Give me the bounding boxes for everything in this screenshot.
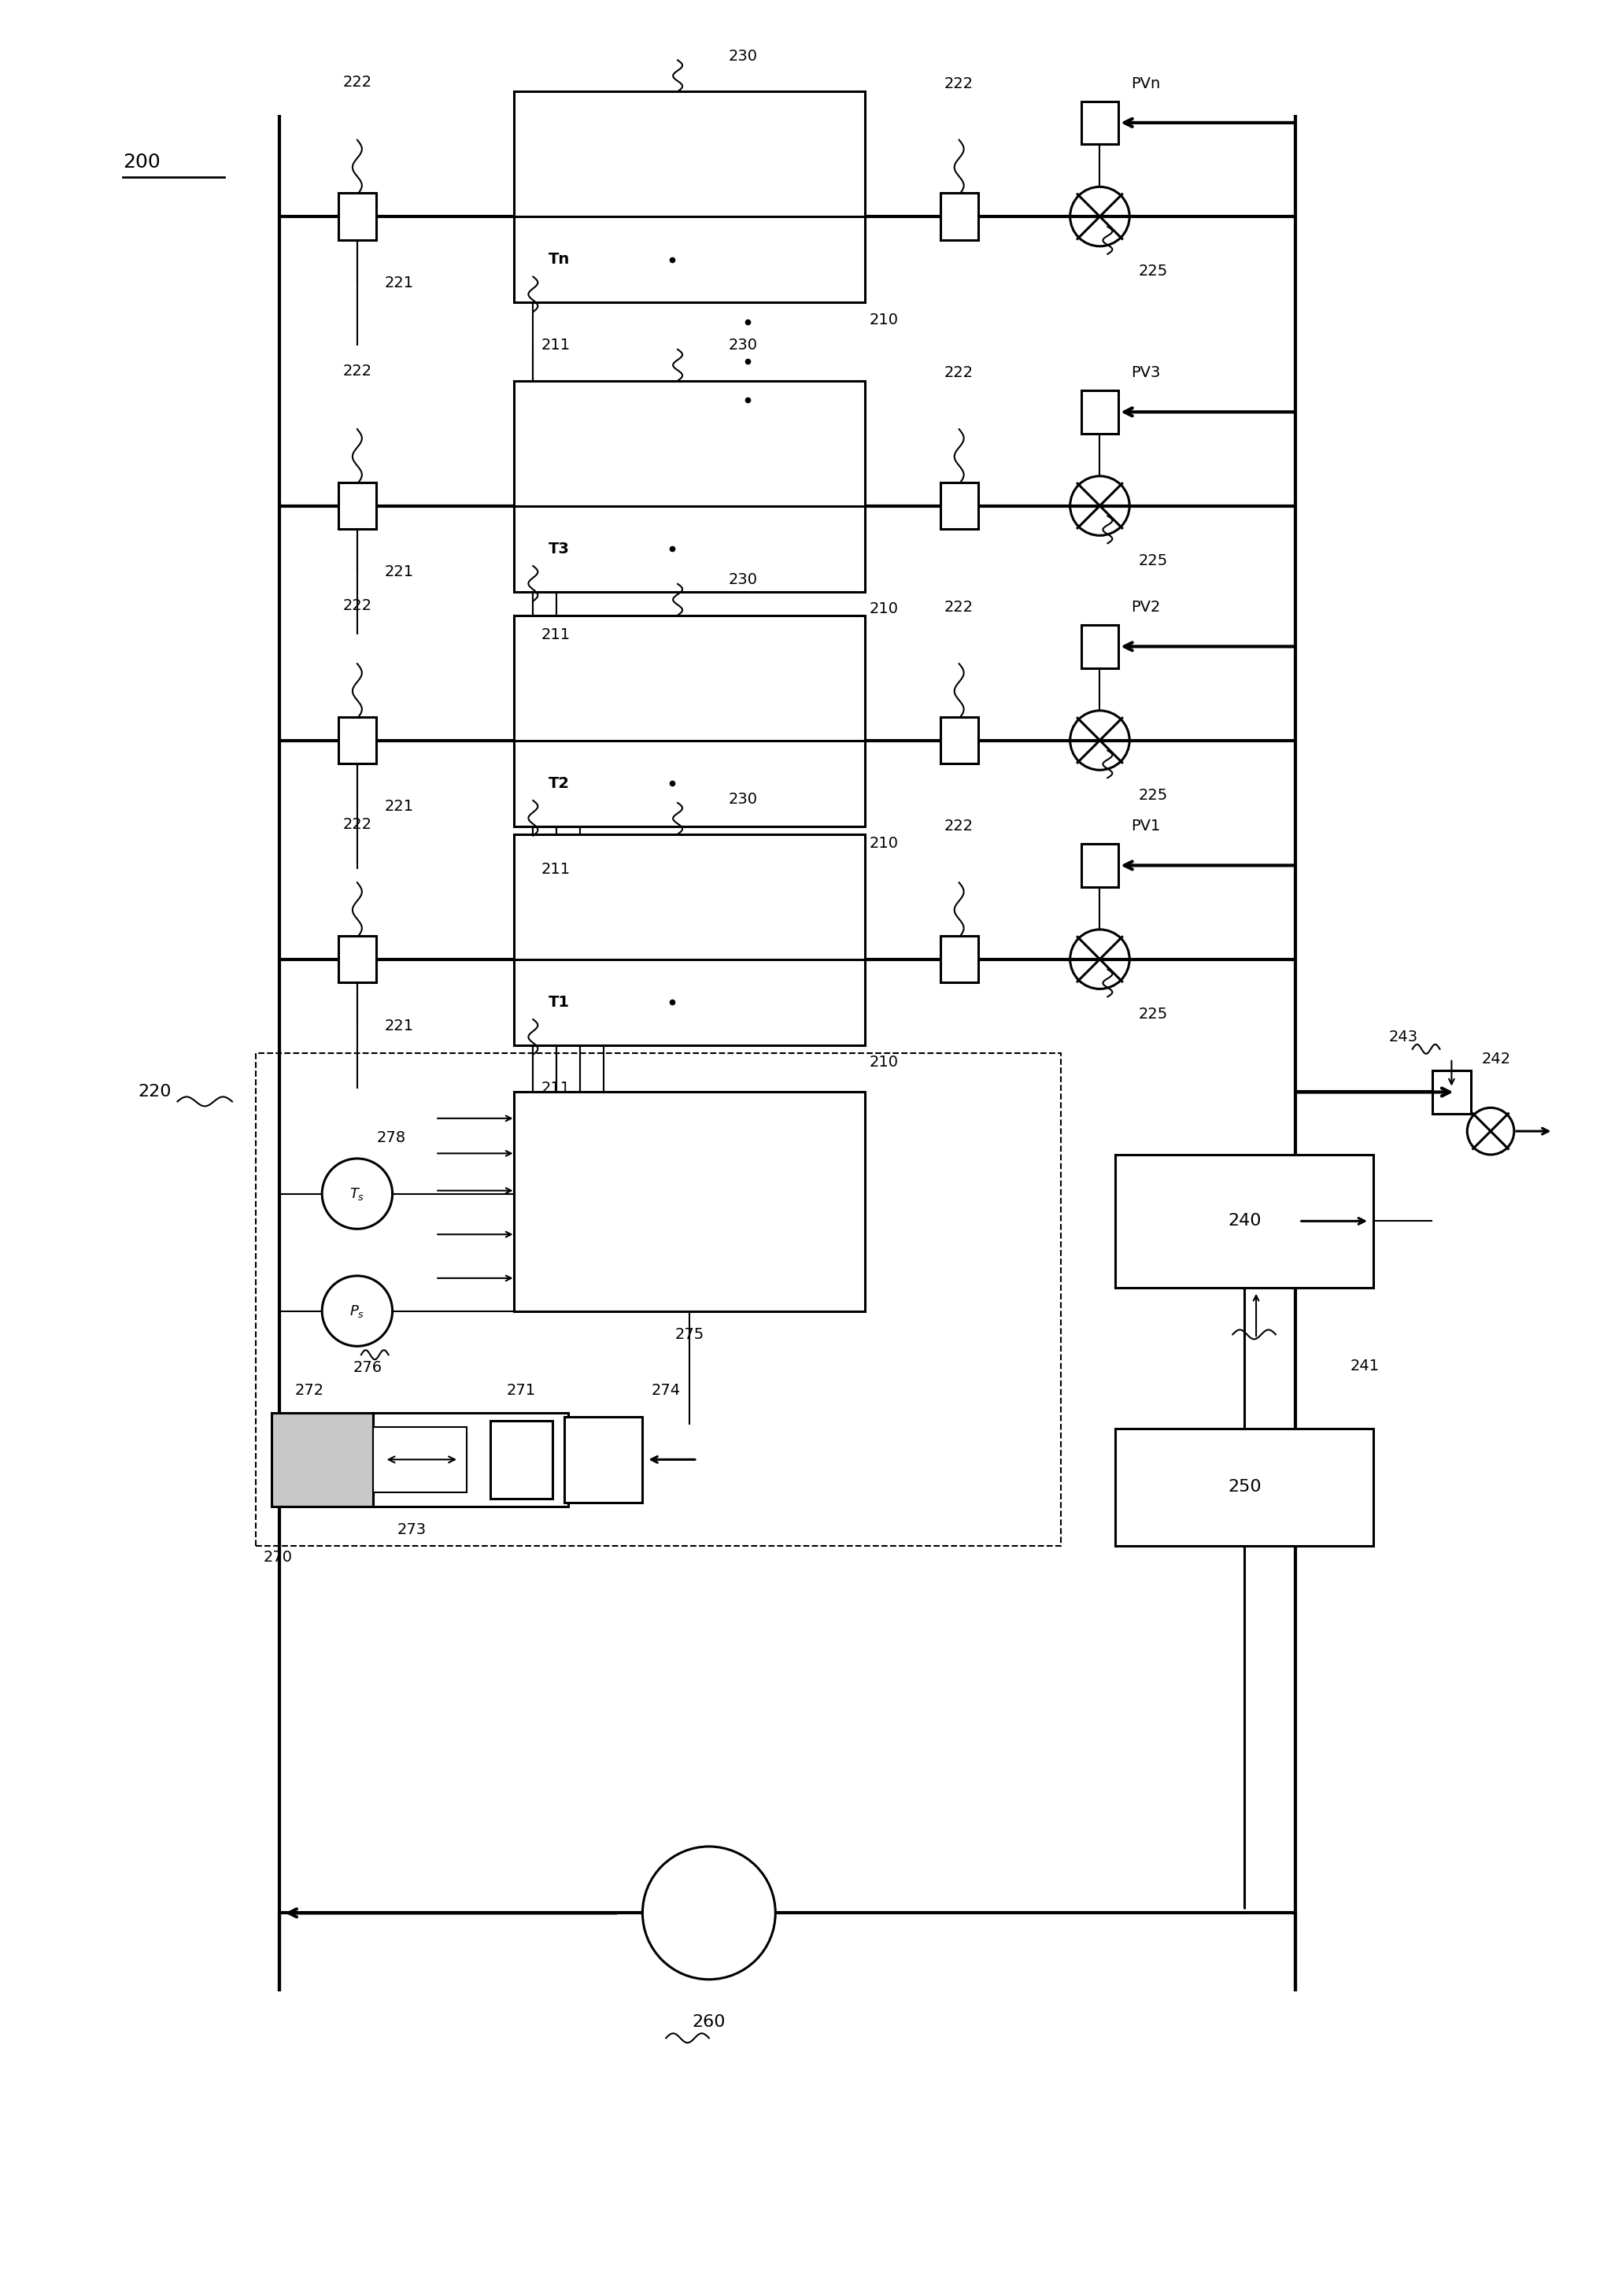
Text: 230: 230 <box>728 338 757 354</box>
Bar <box>514 505 865 592</box>
Text: 230: 230 <box>728 572 757 588</box>
Bar <box>271 1412 372 1506</box>
Text: T3: T3 <box>549 542 570 556</box>
Text: 200: 200 <box>122 152 161 172</box>
Bar <box>941 716 978 765</box>
Text: T2: T2 <box>549 776 570 790</box>
Bar <box>514 1093 865 1311</box>
Text: 230: 230 <box>728 792 757 806</box>
Text: PV2: PV2 <box>1131 599 1160 615</box>
Text: 222: 222 <box>944 599 973 615</box>
Text: 276: 276 <box>353 1359 382 1375</box>
Bar <box>514 833 865 964</box>
Text: 211: 211 <box>541 1081 570 1095</box>
Bar <box>941 937 978 983</box>
Text: 220: 220 <box>139 1084 172 1100</box>
Text: 221: 221 <box>385 799 414 815</box>
Text: 225: 225 <box>1139 264 1168 278</box>
Bar <box>372 1426 467 1492</box>
Bar <box>514 960 865 1045</box>
Bar <box>490 1421 553 1499</box>
Text: 260: 260 <box>693 2014 725 2030</box>
Text: 270: 270 <box>264 1550 293 1566</box>
Text: 230: 230 <box>728 48 757 64</box>
Bar <box>372 1412 569 1506</box>
Text: 222: 222 <box>944 76 973 92</box>
Bar <box>514 739 865 827</box>
Text: 221: 221 <box>385 565 414 579</box>
Bar <box>514 92 865 223</box>
Text: 274: 274 <box>651 1382 680 1398</box>
Text: 278: 278 <box>377 1130 406 1146</box>
Bar <box>1081 625 1118 668</box>
Text: 211: 211 <box>541 627 570 643</box>
Circle shape <box>322 1277 393 1345</box>
Text: 222: 222 <box>343 599 372 613</box>
Bar <box>514 381 865 512</box>
Text: 221: 221 <box>385 276 414 292</box>
Text: 221: 221 <box>385 1017 414 1033</box>
Text: PV1: PV1 <box>1131 820 1160 833</box>
Text: PV3: PV3 <box>1131 365 1160 381</box>
Bar <box>514 216 865 303</box>
Text: 222: 222 <box>343 73 372 90</box>
Bar <box>1081 390 1118 434</box>
Text: 222: 222 <box>944 365 973 381</box>
Text: 225: 225 <box>1139 788 1168 804</box>
Text: T1: T1 <box>549 994 570 1010</box>
Bar <box>338 716 375 765</box>
Bar <box>338 193 375 241</box>
Bar <box>1115 1428 1374 1545</box>
Text: 210: 210 <box>870 602 899 615</box>
Bar <box>941 482 978 530</box>
Bar <box>1081 101 1118 145</box>
Text: 273: 273 <box>398 1522 427 1538</box>
Bar <box>514 615 865 746</box>
Bar <box>941 193 978 241</box>
Text: PVn: PVn <box>1131 76 1160 92</box>
Bar <box>338 482 375 530</box>
Text: 243: 243 <box>1389 1031 1418 1045</box>
Text: 242: 242 <box>1481 1052 1511 1068</box>
Text: 210: 210 <box>870 312 899 328</box>
Bar <box>564 1417 643 1502</box>
Text: 241: 241 <box>1350 1359 1379 1373</box>
Text: 210: 210 <box>870 1054 899 1070</box>
Text: 222: 222 <box>343 817 372 831</box>
Text: 225: 225 <box>1139 1006 1168 1022</box>
Bar <box>1081 845 1118 886</box>
Bar <box>1432 1070 1471 1114</box>
Text: $P_s$: $P_s$ <box>350 1304 364 1318</box>
Text: 211: 211 <box>541 338 570 354</box>
Text: 211: 211 <box>541 861 570 877</box>
Text: 225: 225 <box>1139 553 1168 567</box>
Text: 275: 275 <box>675 1327 704 1341</box>
Circle shape <box>643 1846 775 1979</box>
Text: 222: 222 <box>343 363 372 379</box>
Text: 250: 250 <box>1228 1479 1261 1495</box>
Text: 240: 240 <box>1228 1212 1261 1228</box>
Bar <box>338 937 375 983</box>
Text: Tn: Tn <box>549 253 570 266</box>
Text: 210: 210 <box>870 836 899 852</box>
Bar <box>256 1054 1060 1545</box>
Circle shape <box>322 1159 393 1228</box>
Text: 272: 272 <box>295 1382 324 1398</box>
Text: 271: 271 <box>507 1382 536 1398</box>
Text: $T_s$: $T_s$ <box>350 1185 364 1201</box>
Bar <box>1115 1155 1374 1288</box>
Text: 222: 222 <box>944 820 973 833</box>
